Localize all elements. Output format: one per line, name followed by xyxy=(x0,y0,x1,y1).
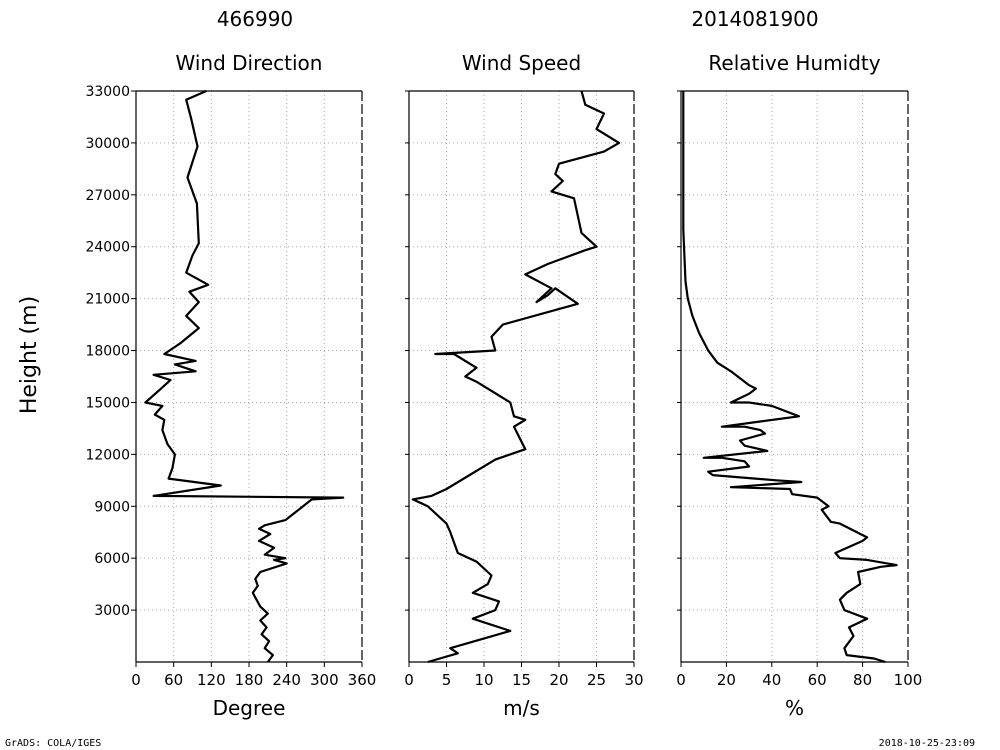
footer-right: 2018-10-25-23:09 xyxy=(879,738,975,749)
profile-line xyxy=(682,91,898,664)
chart-panel-1: Wind Direction30006000900012000150001800… xyxy=(85,51,376,720)
y-tick-label: 30000 xyxy=(85,136,130,152)
x-axis-label: m/s xyxy=(503,696,540,720)
profile-line xyxy=(411,90,621,664)
x-tick-label: 30 xyxy=(624,671,643,689)
y-tick-label: 9000 xyxy=(94,499,130,515)
x-tick-label: 0 xyxy=(131,671,141,689)
y-tick-label: 15000 xyxy=(85,395,130,411)
x-tick-label: 0 xyxy=(404,671,414,689)
profile-line xyxy=(144,89,345,663)
datetime: 2014081900 xyxy=(691,7,818,31)
x-axis-label: Degree xyxy=(213,696,286,720)
chart-panel-2: Wind Speed 0 5 10 15 20 25 30 m/s xyxy=(404,51,643,720)
y-tick-label: 27000 xyxy=(85,188,130,204)
x-tick-label: 60 xyxy=(808,671,827,689)
panel-title: Wind Speed xyxy=(462,51,581,75)
x-tick-label: 180 xyxy=(235,671,264,689)
x-tick-label: 120 xyxy=(197,671,226,689)
panels: Wind Direction30006000900012000150001800… xyxy=(85,51,922,720)
y-tick-label: 3000 xyxy=(94,603,130,619)
x-tick-label: 80 xyxy=(853,671,872,689)
chart-panel-3: Relative Humidty 0 20 40 60 80 100% xyxy=(676,51,922,720)
x-tick-label: 100 xyxy=(894,671,923,689)
panel-title: Relative Humidty xyxy=(708,51,880,75)
x-tick-label: 25 xyxy=(587,671,606,689)
footer-left: GrADS: COLA/IGES xyxy=(5,738,101,749)
x-tick-label: 240 xyxy=(272,671,301,689)
y-axis-label: Height (m) xyxy=(17,296,42,414)
y-tick-label: 21000 xyxy=(85,292,130,308)
x-tick-label: 10 xyxy=(474,671,493,689)
y-tick-label: 33000 xyxy=(85,84,130,100)
x-tick-label: 20 xyxy=(549,671,568,689)
x-tick-label: 20 xyxy=(717,671,736,689)
x-tick-label: 360 xyxy=(348,671,377,689)
y-tick-label: 6000 xyxy=(94,551,130,567)
x-tick-label: 15 xyxy=(512,671,531,689)
panel-title: Wind Direction xyxy=(176,51,323,75)
station-id: 466990 xyxy=(217,7,293,31)
x-tick-label: 0 xyxy=(676,671,686,689)
y-tick-label: 24000 xyxy=(85,240,130,256)
y-tick-label: 12000 xyxy=(85,447,130,463)
x-tick-label: 60 xyxy=(164,671,183,689)
x-tick-label: 40 xyxy=(762,671,781,689)
x-axis-label: % xyxy=(785,696,804,720)
x-tick-label: 300 xyxy=(310,671,339,689)
x-tick-label: 5 xyxy=(442,671,452,689)
y-tick-label: 18000 xyxy=(85,344,130,360)
